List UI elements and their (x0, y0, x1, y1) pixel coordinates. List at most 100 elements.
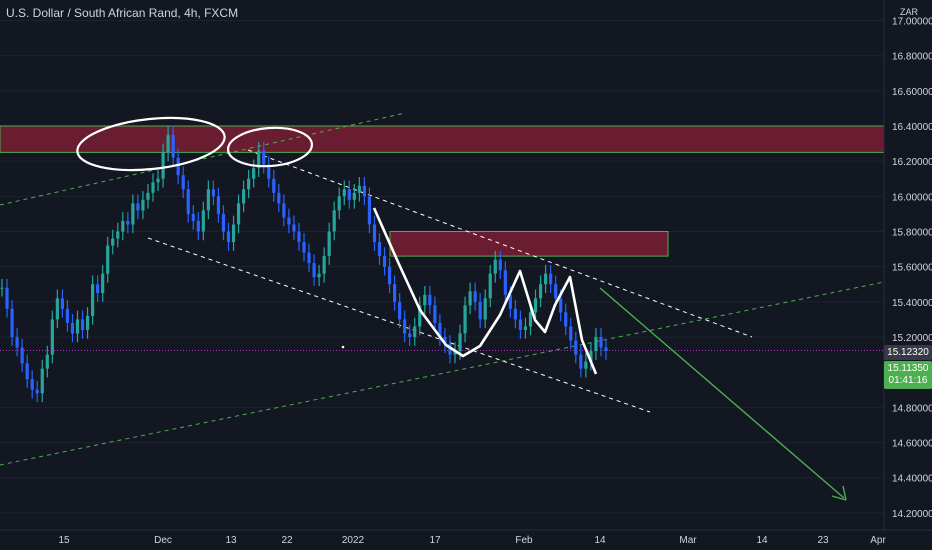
price-bar-body (533, 298, 538, 313)
price-bar-body (242, 189, 246, 204)
price-bar-body (599, 337, 603, 348)
price-bar-body (272, 178, 276, 193)
upper-green-trendline (0, 112, 406, 206)
supply-zone (389, 231, 669, 257)
price-bar-body (151, 182, 155, 193)
price-bar-body (549, 273, 553, 285)
y-tick-label: 15.40000 (892, 298, 932, 309)
price-bar-body (176, 157, 180, 176)
price-bar-body (111, 238, 115, 246)
price-bar-body (126, 220, 130, 225)
price-bar-body (206, 189, 210, 211)
price-bar-body (372, 224, 377, 243)
x-tick-label: Apr (870, 535, 886, 546)
price-bar-body (483, 298, 487, 320)
price-bar-body (216, 196, 221, 214)
x-tick-label: 14 (594, 535, 606, 546)
price-bar-body (221, 213, 226, 232)
price-bar-body (25, 363, 29, 380)
price-bar-body (518, 319, 523, 330)
y-tick-label: 14.40000 (892, 474, 932, 485)
price-bar-body (141, 199, 145, 211)
price-bar-body (594, 337, 598, 352)
price-bar-body (393, 284, 397, 302)
price-bar-body (50, 319, 54, 355)
last-price-tag: 15.12320 (884, 345, 932, 360)
price-bar-body (554, 284, 558, 299)
supply-zone (0, 125, 885, 153)
price-bar-body (236, 203, 241, 225)
x-tick-label: Feb (515, 535, 533, 546)
price-bar-body (413, 326, 417, 337)
price-bar-body (10, 308, 14, 337)
price-bar-body (589, 351, 593, 362)
price-bar-body (15, 337, 19, 348)
price-bar-body (131, 203, 135, 225)
chart-title: U.S. Dollar / South African Rand, 4h, FX… (6, 6, 239, 20)
price-bar-body (196, 220, 200, 232)
price-bar-body (156, 178, 160, 183)
price-bar-body (574, 340, 578, 355)
price-bar-body (408, 333, 412, 337)
price-bar-body (20, 347, 24, 364)
price-bar-body (433, 305, 437, 323)
price-bar-body (448, 344, 452, 355)
price-bar-body (116, 231, 120, 239)
price-bar-body (277, 192, 281, 204)
price-bar-body (503, 270, 507, 295)
price-bar-body (443, 337, 447, 345)
price-bar-body (423, 294, 427, 306)
price-bar-body (312, 263, 316, 278)
x-tick-label: 22 (281, 535, 293, 546)
price-bar-body (5, 287, 9, 309)
price-bar-body (493, 259, 497, 274)
price-bar-body (488, 273, 492, 299)
price-bar-body (564, 312, 568, 327)
price-bar-body (428, 294, 432, 306)
price-bar-body (559, 298, 563, 313)
drawings (76, 116, 847, 501)
price-bar-body (579, 354, 583, 369)
green-price-tag: 15.11350 01:41:16 (884, 361, 932, 389)
y-tick-label: 15.80000 (892, 228, 932, 239)
price-bar-body (604, 347, 608, 352)
price-bar-body (191, 213, 195, 221)
trendlines (0, 112, 885, 466)
price-bar-body (231, 224, 236, 243)
price-bar-body (257, 150, 261, 169)
price-bar-body (80, 319, 85, 330)
green-price-value: 15.11350 (887, 363, 929, 374)
price-bar-body (508, 294, 512, 309)
price-bar-body (523, 326, 528, 330)
price-bar-body (181, 175, 185, 190)
price-bar-body (226, 231, 231, 243)
price-bar-body (186, 189, 190, 214)
price-bar-body (171, 134, 175, 158)
y-tick-label: 15.60000 (892, 263, 932, 274)
time-axis: 15 Dec 13 22 2022 17 Feb 14 Mar 14 23 Apr (58, 535, 886, 546)
price-bar-body (292, 224, 296, 232)
price-bar-body (121, 220, 125, 232)
price-bar-body (528, 312, 533, 327)
price-bar-body (75, 319, 80, 334)
y-tick-label: 16.60000 (892, 87, 932, 98)
price-bar-body (352, 192, 356, 200)
price-axis: 17.00000 16.80000 16.60000 16.40000 16.20000… (892, 17, 932, 520)
price-bar-body (65, 308, 70, 323)
y-tick-label: 14.20000 (892, 509, 932, 520)
price-bar-body (357, 185, 361, 193)
price-bar-body (337, 196, 341, 211)
y-tick-label: 16.20000 (892, 157, 932, 168)
x-tick-label: 23 (817, 535, 829, 546)
currency-label: ZAR (900, 7, 918, 17)
price-bar-body (463, 305, 467, 334)
price-bar-body (106, 245, 110, 274)
x-tick-label: 13 (225, 535, 237, 546)
y-tick-label: 14.60000 (892, 439, 932, 450)
price-bar-body (96, 284, 100, 294)
price-bar-body (91, 284, 95, 316)
highlight-ellipse (226, 126, 314, 168)
lower-green-trendline (0, 281, 885, 466)
price-bar-body (382, 256, 387, 267)
